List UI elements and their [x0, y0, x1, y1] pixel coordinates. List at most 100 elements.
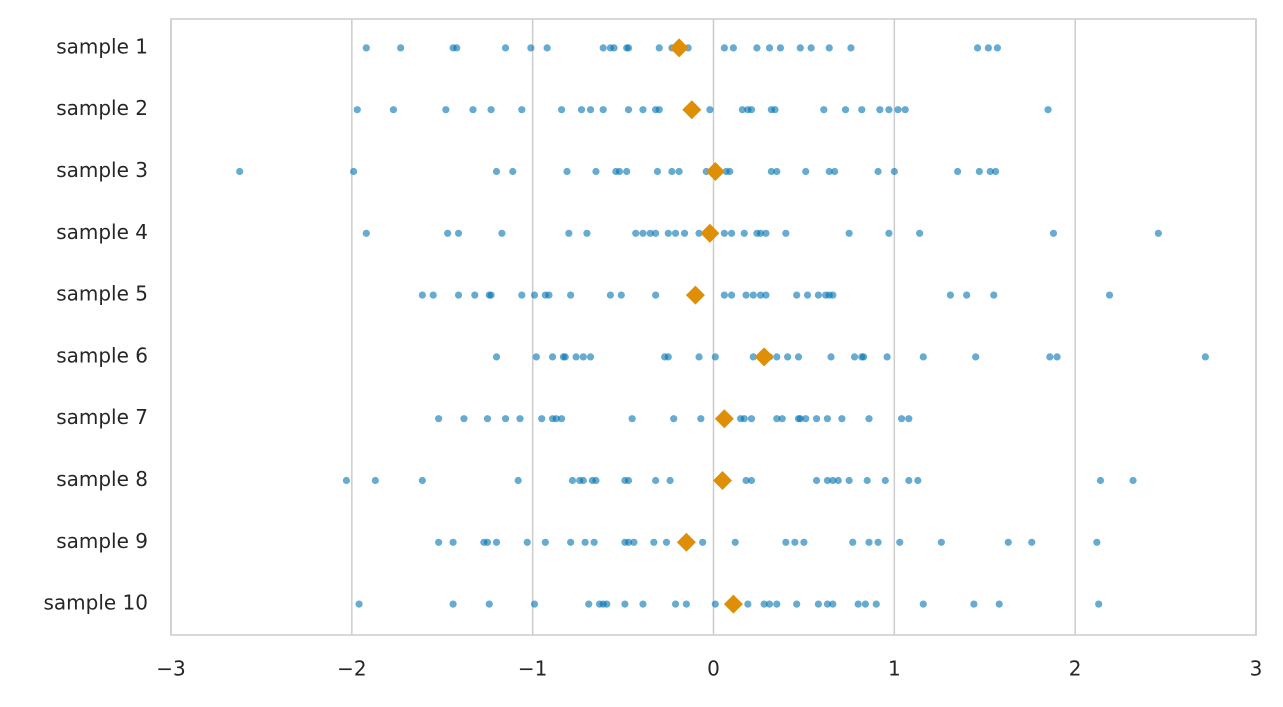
point — [552, 415, 560, 423]
point — [975, 167, 983, 176]
point — [973, 44, 982, 52]
point — [449, 600, 457, 608]
mean-marker — [685, 285, 705, 305]
point — [590, 538, 598, 546]
point — [563, 167, 571, 176]
point — [624, 106, 633, 114]
point — [435, 415, 443, 423]
point — [876, 106, 884, 114]
point — [1004, 538, 1012, 546]
point — [628, 415, 636, 423]
point — [492, 167, 501, 176]
mean-marker — [754, 347, 774, 367]
point — [767, 167, 775, 176]
point — [802, 167, 810, 176]
point — [1028, 538, 1036, 546]
point — [756, 291, 765, 299]
point — [800, 538, 808, 546]
point — [545, 291, 553, 299]
point — [742, 476, 750, 485]
point — [812, 476, 821, 485]
point — [756, 229, 765, 237]
point — [825, 44, 833, 52]
point — [711, 600, 719, 608]
point — [814, 291, 822, 299]
point — [532, 353, 540, 361]
point — [990, 291, 998, 299]
point — [1129, 476, 1137, 485]
point — [624, 476, 633, 485]
x-tick-label: 0 — [707, 657, 720, 681]
y-tick-label: sample 4 — [56, 220, 148, 244]
point — [632, 229, 640, 237]
point — [603, 600, 611, 608]
point — [568, 476, 577, 485]
point — [773, 415, 781, 423]
point — [812, 415, 821, 423]
point — [753, 44, 761, 52]
point — [492, 353, 501, 361]
point — [794, 353, 803, 361]
point — [543, 44, 551, 52]
point — [796, 415, 804, 423]
plot-frame — [170, 18, 1257, 636]
point — [827, 353, 835, 361]
point — [762, 291, 770, 299]
point — [747, 476, 756, 485]
point — [485, 600, 493, 608]
point — [829, 291, 837, 299]
point — [863, 476, 871, 485]
point — [784, 353, 792, 361]
mean-marker — [705, 162, 725, 181]
y-tick-label: sample 3 — [56, 158, 148, 182]
point — [599, 106, 607, 114]
point — [460, 415, 468, 423]
point — [861, 600, 870, 608]
point — [454, 229, 463, 237]
point — [829, 476, 837, 485]
point — [567, 291, 575, 299]
point — [740, 415, 748, 423]
point — [695, 353, 703, 361]
point — [919, 600, 927, 608]
point — [675, 167, 683, 176]
point — [624, 44, 633, 52]
y-tick-label: sample 6 — [56, 343, 148, 367]
point — [670, 415, 678, 423]
point — [623, 167, 631, 176]
point — [615, 167, 624, 176]
point — [901, 106, 909, 114]
point — [896, 538, 904, 546]
point — [586, 353, 595, 361]
point — [720, 291, 728, 299]
point — [823, 600, 832, 608]
point — [630, 538, 638, 546]
point — [1095, 600, 1103, 608]
point — [639, 600, 647, 608]
y-tick-label: sample 9 — [56, 529, 148, 553]
point — [865, 415, 873, 423]
point — [847, 44, 855, 52]
point — [993, 44, 1002, 52]
point — [236, 167, 244, 176]
point — [749, 291, 757, 299]
point — [624, 538, 633, 546]
point — [697, 415, 705, 423]
point — [885, 229, 893, 237]
point — [727, 229, 736, 237]
point — [362, 229, 370, 237]
point — [577, 106, 586, 114]
point — [825, 167, 833, 176]
point — [583, 229, 591, 237]
mean-marker — [714, 409, 734, 429]
point — [1154, 229, 1162, 237]
point — [765, 600, 774, 608]
y-tick-label: sample 1 — [56, 34, 148, 58]
point — [492, 538, 501, 546]
point — [706, 106, 714, 114]
point — [874, 538, 882, 546]
point — [885, 106, 893, 114]
point — [429, 291, 437, 299]
y-tick-label: sample 10 — [43, 591, 148, 615]
point — [831, 167, 839, 176]
